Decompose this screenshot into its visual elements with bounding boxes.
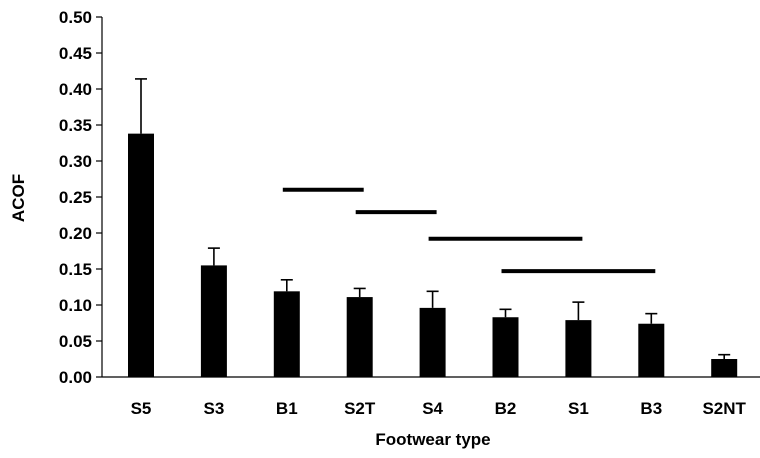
y-tick-label: 0.40	[59, 80, 92, 99]
y-tick-label: 0.30	[59, 152, 92, 171]
bar	[638, 323, 665, 377]
x-tick-label: B2	[495, 399, 517, 418]
bar	[346, 297, 373, 377]
x-tick-label: S1	[568, 399, 589, 418]
y-tick-label: 0.25	[59, 188, 92, 207]
bar	[565, 320, 592, 377]
y-axis-title: ACOF	[9, 174, 28, 222]
x-tick-label: S2T	[344, 399, 376, 418]
error-bars	[135, 78, 731, 359]
bar	[200, 265, 227, 377]
bar	[128, 133, 154, 377]
y-tick-label: 0.45	[59, 44, 92, 63]
bar	[273, 291, 300, 377]
y-tick-label: 0.50	[59, 8, 92, 27]
x-axis-title: Footwear type	[375, 430, 490, 449]
y-tick-label: 0.15	[59, 260, 92, 279]
x-tick-label: B3	[640, 399, 662, 418]
bars	[128, 133, 738, 377]
y-axis: 0.00 0.05 0.10 0.15 0.20 0.25 0.30 0.35 0.40 0.45…	[59, 8, 103, 387]
y-tick-label: 0.35	[59, 116, 92, 135]
bar	[711, 359, 738, 377]
x-tick-label: S2NT	[702, 399, 746, 418]
y-tick-label: 0.00	[59, 368, 92, 387]
x-tick-label: B1	[276, 399, 298, 418]
bar	[492, 317, 519, 377]
y-tick-label: 0.05	[59, 332, 92, 351]
x-tick-label: S5	[131, 399, 152, 418]
bar	[419, 307, 446, 377]
y-tick-label: 0.10	[59, 296, 92, 315]
x-tick-label: S3	[204, 399, 225, 418]
x-tick-label: S4	[422, 399, 443, 418]
y-tick-label: 0.20	[59, 224, 92, 243]
x-axis: S5 S3 B1 S2T S4 B2 S1 B3 S2NT	[102, 376, 760, 418]
significance-lines	[282, 187, 656, 274]
